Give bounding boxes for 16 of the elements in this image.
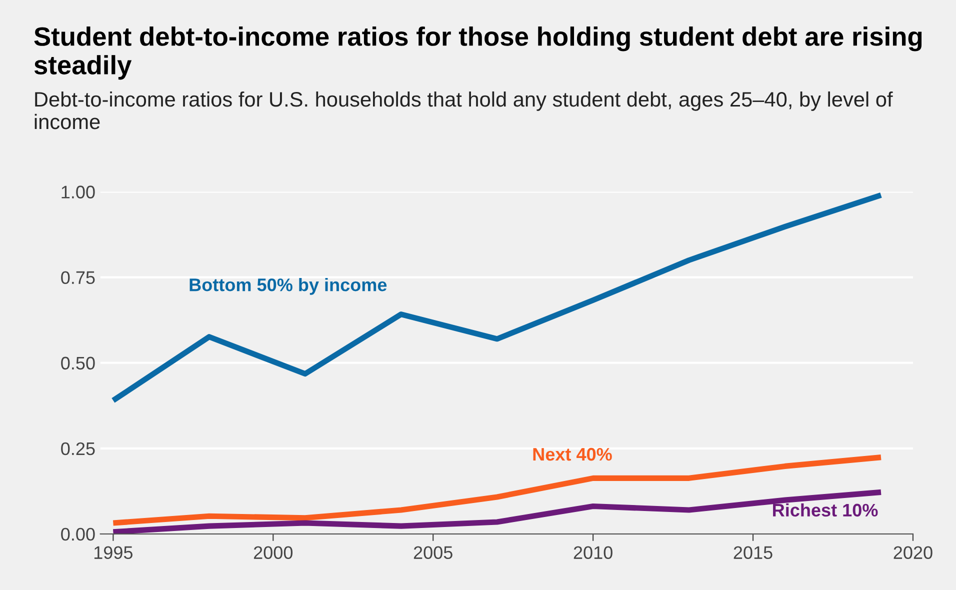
x-tick-label: 2010 [574,546,612,560]
x-tick-label: 2020 [894,546,932,560]
chart-subtitle: Debt-to-income ratios for U.S. households that hold any student debt, ages 25–40, by level of income [34,91,893,130]
y-tick-label: 0.25 [61,442,95,456]
y-tick-label: 1.00 [62,186,95,198]
x-tick-label: 2005 [414,546,452,560]
chart-title: Student debt-to-income ratios for those holding student debt are rising steadily [34,26,922,80]
series-label: Richest 10% [773,503,878,517]
series-label: Next 40% [533,448,612,461]
x-tick-label: 2000 [254,546,293,560]
y-tick-label: 0.75 [61,271,95,284]
y-tick-label: 0.50 [61,356,95,370]
y-tick-label: 0.00 [61,528,95,541]
series-label: Bottom 50% by income [190,278,387,295]
x-tick-label: 2015 [734,546,772,560]
x-tick-label: 1995 [94,546,133,560]
